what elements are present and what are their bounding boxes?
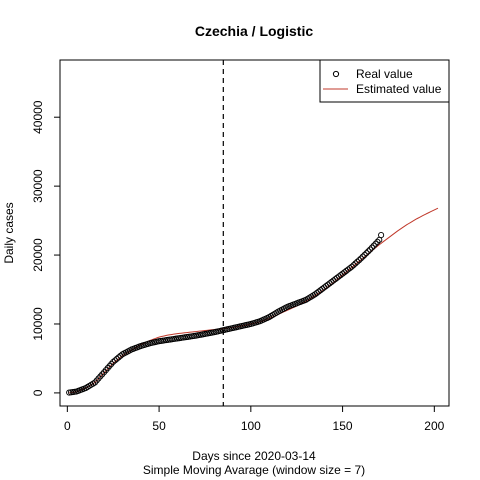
chart-title: Czechia / Logistic bbox=[195, 23, 313, 39]
data-point-real-value bbox=[357, 255, 364, 262]
series-layer bbox=[66, 207, 439, 396]
data-point-real-value bbox=[372, 240, 379, 247]
data-point-real-value bbox=[365, 248, 372, 255]
x-tick-label: 200 bbox=[424, 419, 444, 433]
y-tick-label: 10000 bbox=[31, 307, 45, 341]
y-axis-label: Daily cases bbox=[2, 202, 16, 263]
x-tick-label: 100 bbox=[241, 419, 261, 433]
legend-box bbox=[319, 59, 450, 103]
data-point-real-value bbox=[346, 265, 353, 272]
data-point-real-value bbox=[352, 260, 359, 267]
data-point-real-value bbox=[110, 358, 117, 365]
data-point-real-value bbox=[354, 258, 361, 265]
data-point-real-value bbox=[374, 238, 381, 245]
data-point-real-value bbox=[350, 262, 357, 269]
legend-label-estimated-value: Estimated value bbox=[356, 82, 442, 96]
data-point-real-value bbox=[115, 354, 122, 361]
data-point-real-value bbox=[106, 362, 113, 370]
x-tick-label: 50 bbox=[152, 419, 166, 433]
data-point-real-value bbox=[370, 242, 377, 249]
data-point-real-value bbox=[361, 251, 368, 258]
series-line-estimated-value bbox=[69, 207, 439, 394]
x-axis: 0 50 100 150 200 bbox=[64, 406, 445, 433]
y-tick-label: 40000 bbox=[31, 100, 45, 134]
legend-marker-real-value bbox=[332, 70, 340, 78]
data-point-real-value bbox=[113, 355, 120, 362]
legend-label-real-value: Real value bbox=[356, 67, 413, 81]
data-point-real-value bbox=[99, 371, 106, 378]
data-point-real-value bbox=[112, 357, 119, 364]
legend: Real value Estimated value bbox=[319, 59, 450, 103]
x-axis-sublabel: Simple Moving Avarage (window size = 7) bbox=[143, 463, 365, 477]
y-tick-label: 30000 bbox=[31, 169, 45, 203]
x-tick-label: 150 bbox=[333, 419, 353, 433]
y-tick-label: 0 bbox=[31, 389, 45, 396]
x-tick-label: 0 bbox=[64, 419, 71, 433]
data-point-real-value bbox=[356, 257, 363, 264]
data-point-real-value bbox=[348, 263, 355, 270]
data-point-real-value bbox=[359, 253, 366, 260]
plot-frame bbox=[59, 59, 450, 407]
data-point-real-value bbox=[368, 244, 375, 251]
y-tick-label: 20000 bbox=[31, 238, 45, 272]
data-point-real-value bbox=[363, 250, 370, 257]
data-point-real-value bbox=[367, 246, 374, 253]
y-axis: 0 10000 20000 30000 40000 bbox=[31, 100, 60, 396]
x-axis-label: Days since 2020-03-14 bbox=[192, 449, 316, 463]
data-point-real-value bbox=[378, 232, 385, 239]
